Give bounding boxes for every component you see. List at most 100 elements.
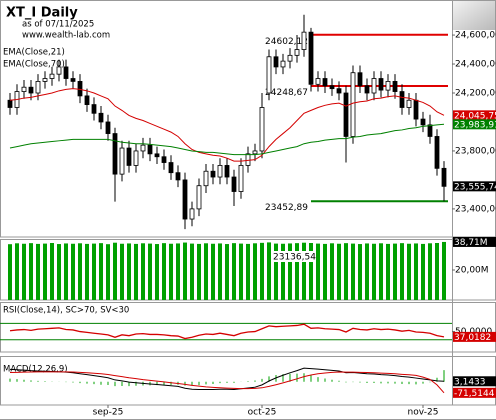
candle-body bbox=[343, 92, 349, 137]
ema-line bbox=[9, 88, 445, 162]
chart-source: www.wealth-lab.com bbox=[22, 31, 110, 41]
ema-line bbox=[9, 123, 445, 156]
last-value-label: 24,045,75 bbox=[454, 111, 496, 121]
volume-bar bbox=[64, 243, 68, 300]
candle-body bbox=[441, 167, 447, 187]
volume-bar bbox=[190, 243, 194, 300]
candle-body bbox=[77, 81, 83, 97]
volume-bar bbox=[36, 243, 40, 300]
y-tick-label: 23,800,00 bbox=[455, 146, 496, 156]
candle-body bbox=[84, 95, 90, 105]
candle-body bbox=[91, 104, 97, 114]
candle-body bbox=[287, 54, 293, 62]
volume-bar bbox=[358, 244, 362, 300]
candle-body bbox=[175, 172, 181, 181]
candle-body bbox=[35, 81, 41, 94]
candle-body bbox=[336, 88, 342, 94]
candle-body bbox=[420, 118, 426, 126]
volume-bar bbox=[134, 243, 138, 300]
candle-body bbox=[70, 78, 76, 82]
volume-bar bbox=[99, 243, 103, 300]
candle-body bbox=[371, 78, 377, 94]
volume-bar bbox=[442, 241, 446, 300]
last-value-label: 3,1433 bbox=[454, 377, 486, 387]
volume-bar bbox=[344, 243, 348, 300]
candle-body bbox=[301, 31, 307, 50]
last-value-box bbox=[453, 119, 496, 130]
volume-bar bbox=[316, 243, 320, 300]
volume-bar bbox=[225, 244, 229, 300]
volume-bar bbox=[351, 243, 355, 300]
candle-body bbox=[133, 150, 139, 166]
last-value-box bbox=[453, 387, 496, 398]
volume-bar bbox=[43, 243, 47, 300]
volume-bar bbox=[302, 242, 306, 300]
volume-bar bbox=[253, 243, 257, 300]
volume-bar bbox=[421, 243, 425, 300]
volume-bar bbox=[211, 243, 215, 300]
candle-body bbox=[238, 165, 244, 192]
last-value-box bbox=[453, 110, 496, 121]
candle-body bbox=[364, 85, 370, 94]
volume-bar bbox=[323, 243, 327, 300]
x-tick-label: oct-25 bbox=[248, 408, 277, 418]
candle-body bbox=[308, 31, 314, 85]
volume-bar bbox=[15, 243, 19, 300]
volume-bar bbox=[29, 243, 33, 300]
candle-body bbox=[280, 60, 286, 68]
candle-body bbox=[357, 72, 363, 87]
volume-bar bbox=[260, 242, 264, 300]
level-label-bg bbox=[244, 35, 308, 47]
candle-body bbox=[21, 86, 27, 92]
volume-bar bbox=[113, 242, 117, 300]
candle-body bbox=[259, 107, 265, 152]
candle-body bbox=[231, 176, 237, 192]
candle-body bbox=[154, 153, 160, 158]
volume-bar bbox=[22, 243, 26, 300]
volume-bar bbox=[78, 243, 82, 300]
candle-body bbox=[413, 99, 419, 120]
macd-line bbox=[9, 371, 445, 394]
chart-subtitle: as of 07/11/2025 bbox=[22, 20, 94, 30]
candle-body bbox=[322, 78, 328, 87]
candle-body bbox=[196, 185, 202, 210]
candle-body bbox=[399, 91, 405, 108]
volume-bar bbox=[106, 244, 110, 300]
candle-body bbox=[28, 86, 34, 94]
level-label: 24602,12 bbox=[265, 37, 308, 47]
candle-body bbox=[406, 99, 412, 108]
candle-body bbox=[315, 78, 321, 85]
last-value-label: -71,5144 bbox=[454, 389, 495, 399]
candle-body bbox=[217, 165, 223, 178]
y-tick-label: 23,400,00 bbox=[455, 204, 496, 214]
candle-body bbox=[119, 147, 125, 175]
candle-body bbox=[189, 208, 195, 220]
volume-bar bbox=[407, 243, 411, 300]
volume-bar bbox=[176, 243, 180, 300]
candle-body bbox=[252, 150, 258, 155]
candle-body bbox=[385, 81, 391, 91]
candle-body bbox=[350, 72, 356, 137]
volume-bar bbox=[197, 243, 201, 300]
volume-bar bbox=[295, 243, 299, 300]
y-tick-label: 24,600,00 bbox=[455, 31, 496, 41]
candle-body bbox=[224, 165, 230, 178]
volume-bar bbox=[414, 243, 418, 300]
volume-bar bbox=[8, 244, 12, 300]
last-value-box bbox=[453, 181, 496, 192]
volume-bar bbox=[92, 243, 96, 300]
volume-bar bbox=[71, 243, 75, 300]
volume-bar bbox=[148, 243, 152, 300]
volume-bar bbox=[281, 243, 285, 300]
volume-bar bbox=[267, 242, 271, 300]
volume-annotation: 23136,54 bbox=[273, 253, 316, 263]
macd-title: MACD(12,26,9) bbox=[3, 365, 68, 375]
legend-entry: EMA(Close,21) bbox=[3, 48, 65, 58]
last-value-box bbox=[453, 236, 496, 247]
macd-line bbox=[9, 367, 445, 391]
last-value-label: 23,555,74 bbox=[454, 182, 496, 192]
x-tick-label: sep-25 bbox=[93, 408, 124, 418]
volume-bar bbox=[365, 243, 369, 300]
candle-body bbox=[98, 112, 104, 123]
